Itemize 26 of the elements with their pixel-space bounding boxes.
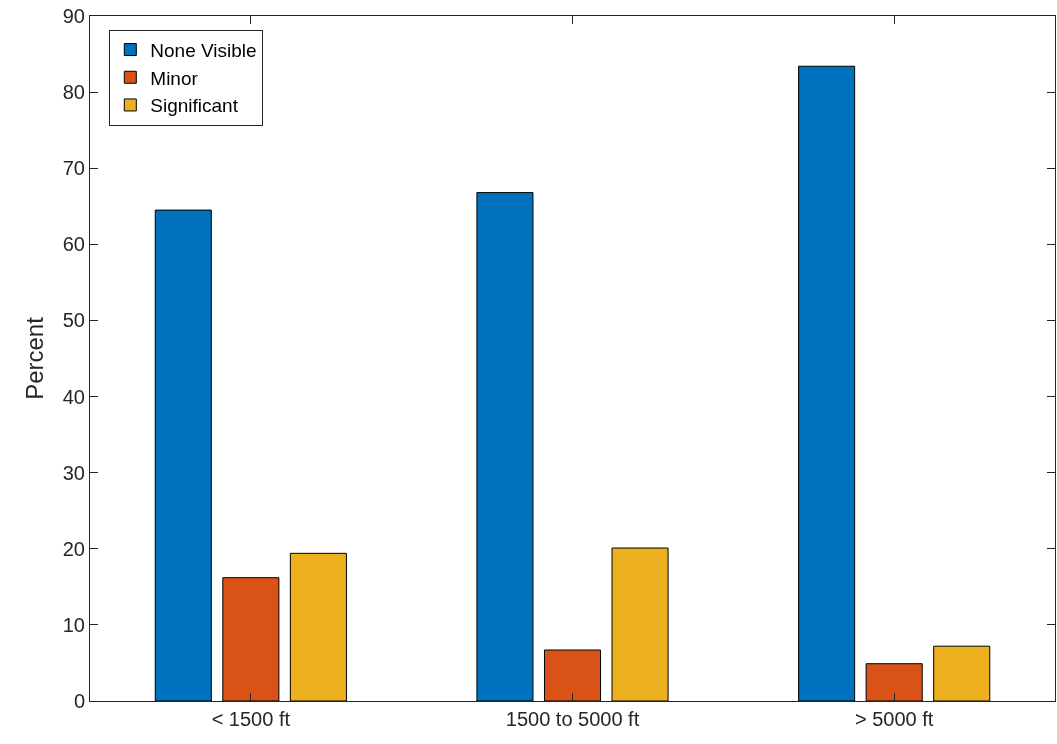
- bar: [154, 209, 212, 701]
- bar: [933, 645, 991, 701]
- y-tick-label: 80: [62, 81, 85, 104]
- bar: [865, 663, 923, 701]
- y-tick-label: 40: [62, 385, 85, 408]
- y-tick-label: 60: [62, 233, 85, 256]
- bar: [611, 547, 669, 701]
- y-tick-label: 20: [62, 537, 85, 560]
- legend-label: Minor: [150, 67, 199, 89]
- y-tick-label: 0: [73, 690, 85, 712]
- y-tick-label: 90: [62, 5, 85, 27]
- x-tick-label: > 5000 ft: [854, 708, 934, 730]
- bar: [289, 552, 347, 701]
- y-axis-title: Percent: [20, 316, 48, 400]
- x-tick-label: < 1500 ft: [211, 708, 291, 730]
- legend-label: Significant: [150, 95, 239, 117]
- y-tick-label: 10: [62, 613, 85, 636]
- y-tick-label: 50: [62, 309, 85, 332]
- bar: [798, 65, 856, 701]
- bar: [222, 577, 280, 701]
- legend-label: None Visible: [150, 39, 257, 61]
- bar: [543, 649, 602, 701]
- x-tick-label: 1500 to 5000 ft: [505, 708, 640, 730]
- y-tick-label: 70: [62, 157, 85, 180]
- bar: [476, 192, 534, 701]
- y-tick-label: 30: [62, 461, 85, 484]
